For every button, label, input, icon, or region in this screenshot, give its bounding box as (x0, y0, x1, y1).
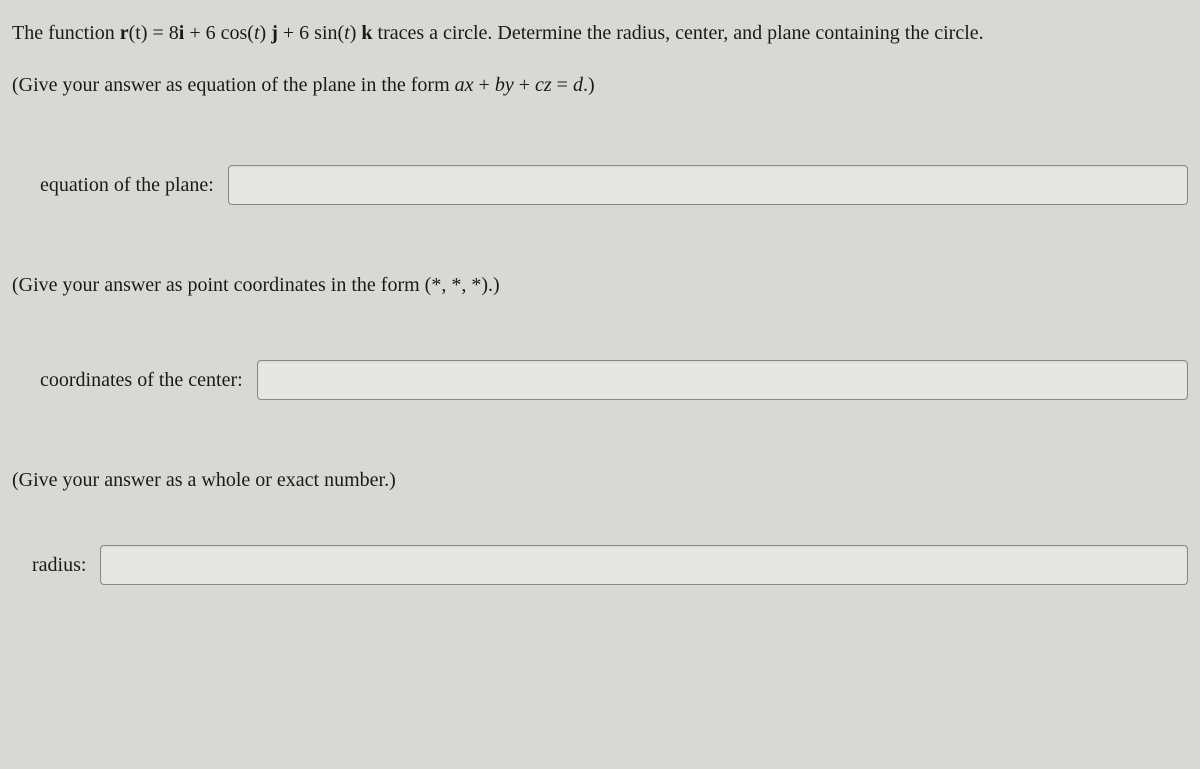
func-arg: (t) = 8 (129, 22, 179, 44)
plus1: + 6 cos( (184, 22, 254, 44)
center-input-row: coordinates of the center: (12, 360, 1188, 400)
plus-a: + (474, 74, 495, 96)
hint1-prefix: (Give your answer as equation of the pla… (12, 74, 455, 96)
after-t2: ) (350, 22, 362, 44)
plus2: + 6 sin( (278, 22, 344, 44)
equals: = (552, 74, 573, 96)
center-input[interactable] (257, 360, 1188, 400)
hint1-suffix: .) (583, 74, 595, 96)
center-label: coordinates of the center: (40, 365, 243, 395)
radius-input[interactable] (100, 545, 1188, 585)
center-hint: (Give your answer as point coordinates i… (12, 270, 1188, 300)
eq-d: d (573, 74, 583, 96)
radius-input-row: radius: (12, 545, 1188, 585)
problem-statement: The function r(t) = 8i + 6 cos(t) j + 6 … (12, 18, 1188, 48)
eq-ax: ax (455, 74, 474, 96)
after-t1: ) (260, 22, 272, 44)
plane-hint: (Give your answer as equation of the pla… (12, 70, 1188, 100)
vec-k: k (361, 22, 372, 44)
plane-input-row: equation of the plane: (12, 165, 1188, 205)
radius-label: radius: (32, 550, 86, 580)
func-r: r (120, 22, 129, 44)
problem-prefix: The function (12, 22, 120, 44)
plane-input[interactable] (228, 165, 1188, 205)
eq-by: by (495, 74, 514, 96)
plus-b: + (514, 74, 535, 96)
radius-hint: (Give your answer as a whole or exact nu… (12, 465, 1188, 495)
problem-suffix: traces a circle. Determine the radius, c… (373, 22, 984, 44)
eq-cz: cz (535, 74, 552, 96)
plane-label: equation of the plane: (40, 170, 214, 200)
vec-j: j (271, 22, 278, 44)
